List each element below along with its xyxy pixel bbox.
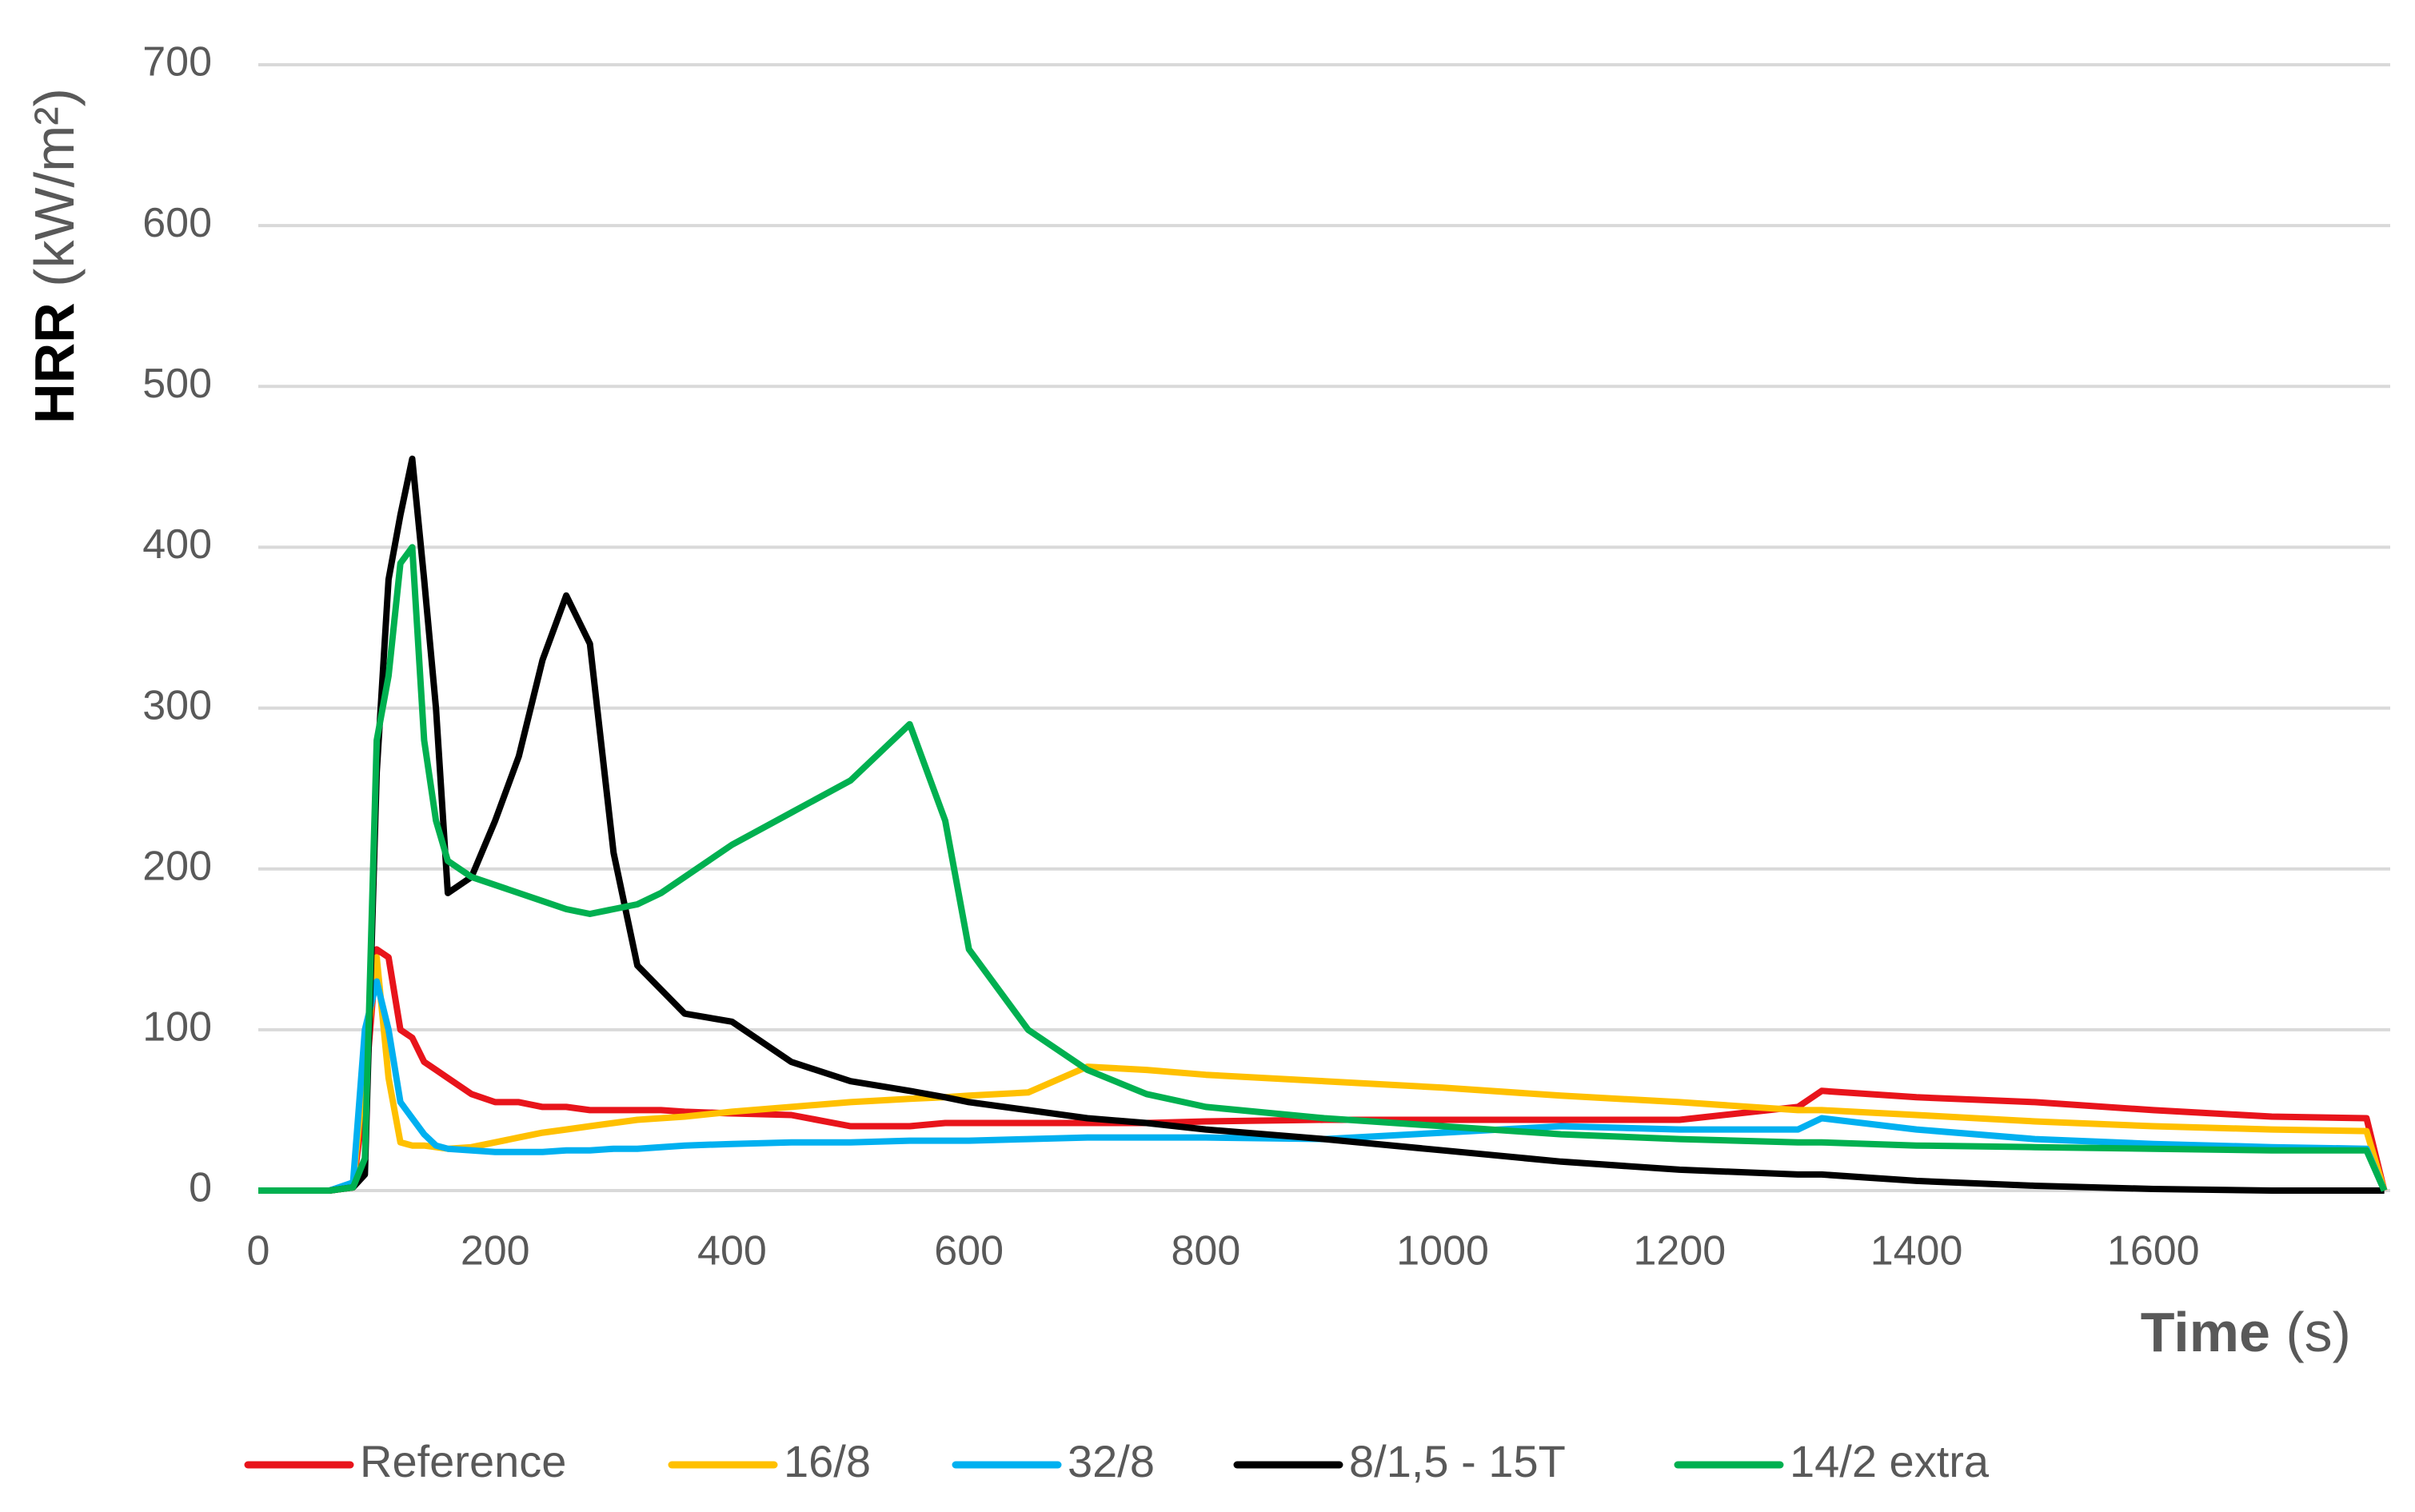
- series-line: [258, 946, 2388, 1194]
- y-tick-label: 0: [189, 1165, 212, 1211]
- x-tick-label: 1600: [2107, 1228, 2200, 1275]
- x-tick-label: 1400: [1870, 1228, 1963, 1275]
- y-tick-label: 500: [142, 361, 212, 407]
- x-tick-label: 800: [1172, 1228, 1241, 1275]
- series-line: [258, 954, 2388, 1194]
- y-tick-label: 100: [142, 1004, 212, 1051]
- y-tick-label: 600: [142, 200, 212, 246]
- legend-label: 32/8: [1068, 1436, 1155, 1486]
- y-tick-label: 300: [142, 682, 212, 728]
- x-tick-label: 400: [697, 1228, 767, 1275]
- legend-label: Reference: [360, 1436, 566, 1486]
- series-line: [258, 455, 2385, 1194]
- legend-label: 16/8: [784, 1436, 871, 1486]
- x-tick-label: 1200: [1633, 1228, 1726, 1275]
- x-axis-title-unit: (s): [2285, 1301, 2351, 1363]
- x-tick-label: 0: [247, 1228, 270, 1275]
- x-axis-title: Time (s): [2141, 1301, 2351, 1363]
- y-tick-label: 400: [142, 521, 212, 568]
- legend-label: 8/1,5 - 15T: [1349, 1436, 1566, 1486]
- series-line: [258, 544, 2388, 1194]
- y-axis-title-unit: (kW/m²): [23, 88, 86, 287]
- x-tick-label: 600: [934, 1228, 1004, 1275]
- y-axis-title: HRR (kW/m²): [23, 88, 86, 424]
- y-tick-label: 700: [142, 39, 212, 86]
- x-tick-label: 200: [461, 1228, 530, 1275]
- x-axis-title-bold: Time: [2141, 1301, 2270, 1363]
- y-axis-title-bold: HRR: [23, 302, 86, 424]
- x-tick-label: 1000: [1396, 1228, 1489, 1275]
- series-line: [258, 978, 2388, 1194]
- y-tick-label: 200: [142, 843, 212, 889]
- legend-label: 14/2 extra: [1790, 1436, 1990, 1486]
